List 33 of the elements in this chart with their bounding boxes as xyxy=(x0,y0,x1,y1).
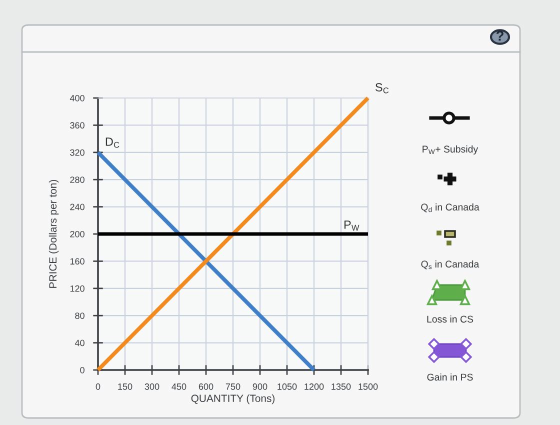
y-tick-label: 40 xyxy=(74,340,84,346)
x-tick-label: 1500 xyxy=(358,383,378,390)
x-tick-label: 0 xyxy=(96,383,100,390)
text: P$_{W}$+ Subsidy xyxy=(422,145,478,154)
text: Loss in CS xyxy=(427,315,474,323)
x-axis-title: QUANTITY (Tons) xyxy=(191,394,275,404)
ref-line-label: P$_{W}$ xyxy=(344,220,360,231)
y-tick-label: 400 xyxy=(70,94,84,102)
series-label: D$_{C}$ xyxy=(106,138,120,148)
text: ? xyxy=(496,30,504,41)
x-tick-label: 1200 xyxy=(304,383,324,390)
x-tick-label: 450 xyxy=(172,383,186,390)
y-axis-title: PRICE (Dollars per ton) xyxy=(48,180,59,288)
x-tick-label: 900 xyxy=(252,383,268,390)
x-tick-label: 300 xyxy=(144,383,160,390)
x-tick-label: 1350 xyxy=(332,383,351,390)
y-tick-label: 120 xyxy=(70,285,84,292)
text: Q$_{s}$ in Canada xyxy=(421,260,480,270)
y-tick-label: 0 xyxy=(80,366,84,374)
y-tick-label: 280 xyxy=(70,176,84,183)
text: Gain in PS xyxy=(427,373,473,381)
y-tick-label: 240 xyxy=(70,204,84,210)
text: Q$_{d}$ in Canada xyxy=(421,203,480,212)
x-tick-label: 750 xyxy=(226,383,240,390)
y-tick-label: 200 xyxy=(70,230,84,238)
y-tick-label: 160 xyxy=(70,258,84,265)
series-label: S$_{C}$ xyxy=(375,83,389,94)
y-tick-label: 80 xyxy=(75,312,84,319)
y-tick-label: 360 xyxy=(70,122,84,129)
x-tick-label: 1050 xyxy=(278,383,297,390)
x-tick-label: 150 xyxy=(118,383,132,390)
x-tick-label: 600 xyxy=(198,383,214,390)
y-tick-label: 320 xyxy=(70,149,84,156)
